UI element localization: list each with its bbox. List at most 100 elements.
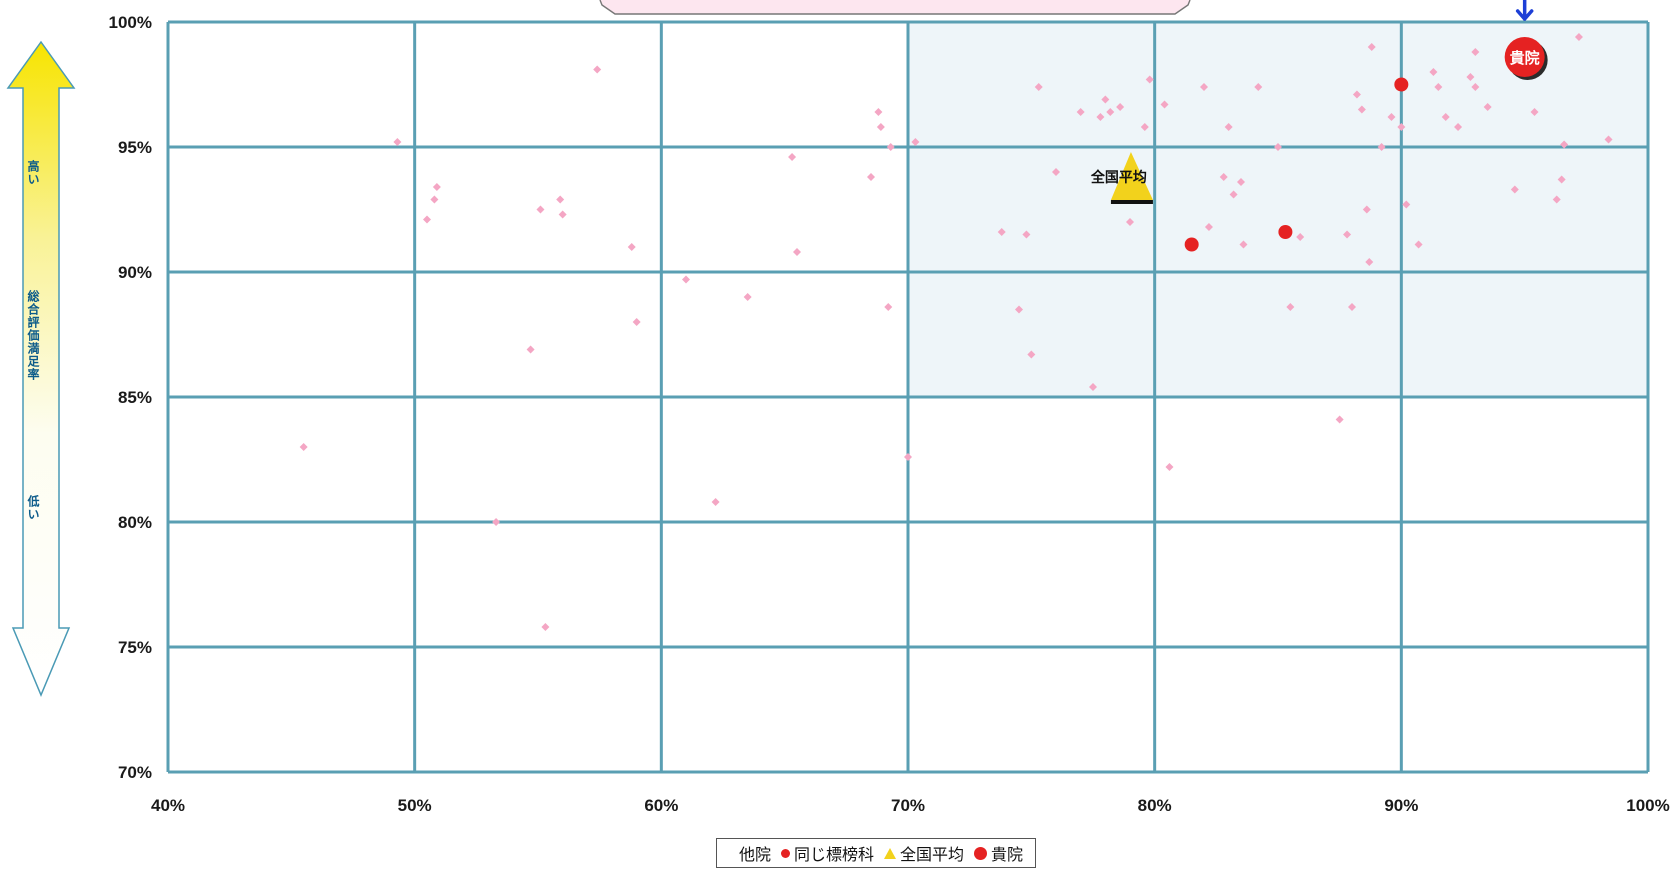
other-clinic-point (1483, 103, 1492, 111)
y-tick-label: 90% (118, 263, 152, 282)
y-tick-label: 70% (118, 763, 152, 782)
y-tick-label: 80% (118, 513, 152, 532)
x-tick-label: 50% (398, 796, 432, 815)
high-satisfaction-region (908, 22, 1648, 397)
other-clinic-point (1560, 140, 1569, 149)
other-clinic-point (793, 248, 801, 256)
other-clinic-point (884, 303, 893, 311)
other-clinic-point (1126, 218, 1134, 226)
grid-lines (166, 20, 1650, 774)
other-clinic-point (627, 243, 636, 251)
other-clinic-point (536, 205, 545, 214)
other-clinic-point (1557, 175, 1566, 184)
other-clinic-point (1434, 83, 1443, 91)
other-clinic-point (558, 210, 567, 219)
other-clinic-point (299, 443, 308, 451)
same-specialty-point (1278, 225, 1293, 239)
other-clinic-point (1096, 113, 1105, 121)
other-clinic-point (1219, 173, 1228, 181)
series-same-specialty (1184, 77, 1409, 252)
other-clinic-point (1466, 73, 1475, 81)
other-clinic-point (1510, 185, 1519, 194)
other-clinic-point (1454, 123, 1463, 131)
legend-label-others: 他院 (739, 845, 772, 864)
arrow-label-satisfaction: 総合評価満足率 (26, 290, 40, 381)
other-clinic-point (1348, 303, 1356, 311)
legend-label-own-clinic: 貴院 (991, 845, 1024, 864)
same-specialty-point (1184, 237, 1199, 252)
legend-item-own-clinic: 貴院 (974, 841, 1023, 865)
other-clinic-point (876, 123, 885, 131)
y-tick-label: 95% (118, 138, 152, 157)
other-clinic-point (1552, 195, 1561, 204)
series-others (299, 33, 1613, 631)
x-axis-tick-labels: 40% 50% 60% 70% 80% 90% 100% (151, 796, 1670, 815)
own-clinic-pointer-arrow (1515, 0, 1534, 21)
other-clinic-point (1254, 83, 1263, 91)
other-clinic-point (393, 138, 402, 146)
own-clinic-marker (1504, 37, 1545, 77)
satisfaction-level-arrow (6, 40, 76, 697)
other-clinic-point (1367, 43, 1376, 51)
legend-item-same-specialty: 同じ標榜科 (781, 841, 874, 865)
other-clinic-point (1296, 233, 1305, 241)
other-clinic-point (1365, 258, 1374, 266)
other-clinic-point (682, 275, 690, 284)
other-clinic-point (1229, 190, 1238, 199)
x-tick-label: 90% (1384, 796, 1418, 815)
x-tick-label: 60% (644, 796, 678, 815)
other-clinic-point (1116, 103, 1125, 111)
same-specialty-point (1394, 77, 1409, 92)
other-clinic-point (1352, 90, 1361, 99)
other-clinic-point (1204, 223, 1213, 231)
y-tick-label: 85% (118, 388, 152, 407)
series-national-average: 全国平均 (1090, 152, 1153, 204)
other-clinic-point (711, 498, 720, 506)
arrow-label-high: 高い (26, 160, 40, 186)
other-clinic-point (1429, 68, 1438, 76)
other-clinic-point (874, 108, 883, 116)
other-clinic-point (526, 345, 535, 354)
legend-symbol-large-red-dot (974, 846, 988, 860)
y-tick-label: 75% (118, 638, 152, 657)
other-clinic-point (1165, 463, 1174, 471)
other-clinic-point (1574, 33, 1583, 41)
x-tick-label: 100% (1626, 796, 1669, 815)
legend-label-same-specialty: 同じ標榜科 (794, 845, 875, 864)
national-average-label: 全国平均 (1090, 169, 1147, 186)
arrow-label-low: 低い (26, 495, 40, 521)
other-clinic-point (1471, 48, 1480, 56)
other-clinic-point (432, 183, 441, 191)
other-clinic-point (492, 518, 501, 526)
y-tick-label: 100% (109, 13, 152, 32)
other-clinic-point (1076, 108, 1085, 116)
other-clinic-point (1160, 100, 1169, 109)
top-arrow-decoration (599, 0, 1191, 15)
other-clinic-point (1335, 415, 1344, 424)
other-clinic-point (1402, 200, 1411, 209)
legend-label-national-average: 全国平均 (900, 845, 965, 864)
other-clinic-point (423, 215, 431, 224)
other-clinic-point (911, 138, 920, 146)
other-clinic-point (1089, 383, 1097, 391)
other-clinic-point (1397, 123, 1406, 131)
x-tick-label: 80% (1138, 796, 1172, 815)
other-clinic-point (1414, 240, 1423, 249)
other-clinic-point (556, 195, 565, 204)
other-clinic-point (632, 318, 641, 326)
legend-symbol-yellow-triangle (884, 847, 897, 859)
other-clinic-point (1362, 205, 1371, 214)
legend-symbol-small-red-dot (781, 848, 791, 858)
other-clinic-point (1441, 113, 1450, 121)
other-clinic-point (1101, 95, 1110, 104)
other-clinic-point (593, 65, 602, 74)
x-tick-label: 70% (891, 796, 925, 815)
other-clinic-point (867, 173, 875, 181)
other-clinic-point (997, 228, 1006, 236)
legend: 他院 同じ標榜科 全国平均 貴院 (716, 838, 1037, 868)
other-clinic-point (541, 623, 550, 631)
other-clinic-point (1224, 123, 1233, 131)
other-clinic-point (1200, 83, 1208, 91)
other-clinic-point (1239, 240, 1248, 249)
